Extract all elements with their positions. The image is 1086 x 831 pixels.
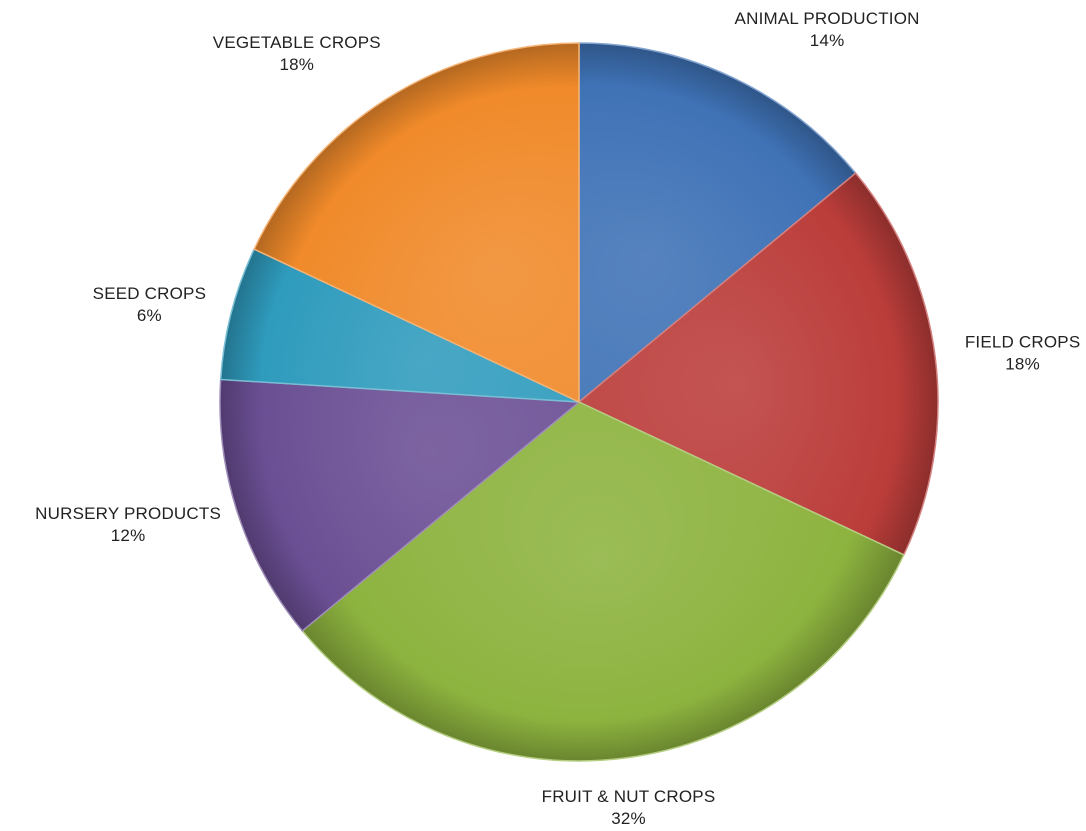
- slice-category-label: VEGETABLE CROPS: [213, 33, 381, 52]
- slice-label-seed-crops: SEED CROPS 6%: [93, 284, 206, 325]
- labels-layer: ANIMAL PRODUCTION 14% FIELD CROPS 18% FRUIT …: [35, 9, 1080, 828]
- slice-category-label: NURSERY PRODUCTS: [35, 504, 221, 523]
- pie-slice-vegetable-crops: [253, 42, 580, 404]
- slice-label-fruit-and-nut-crops: FRUIT & NUT CROPS 32%: [542, 787, 716, 828]
- pie-slice-fruit-and-nut-crops: [301, 401, 905, 762]
- slice-percent-label: 32%: [611, 809, 646, 828]
- slice-label-nursery-products: NURSERY PRODUCTS 12%: [35, 504, 221, 545]
- slice-percent-label: 18%: [1005, 355, 1040, 374]
- slice-percent-label: 12%: [111, 526, 146, 545]
- slice-percent-label: 14%: [810, 31, 845, 50]
- pie-slice-field-crops: [577, 172, 939, 556]
- pie-slice-nursery-products: [219, 378, 581, 632]
- slice-category-label: FRUIT & NUT CROPS: [542, 787, 716, 806]
- slice-label-field-crops: FIELD CROPS 18%: [965, 333, 1081, 374]
- slices-layer: [219, 42, 939, 762]
- pie-slice-seed-crops: [219, 248, 580, 403]
- slice-category-label: SEED CROPS: [93, 284, 206, 303]
- slice-label-animal-production: ANIMAL PRODUCTION 14%: [735, 9, 920, 50]
- pie-slice-animal-production: [578, 42, 857, 404]
- slice-label-vegetable-crops: VEGETABLE CROPS 18%: [213, 33, 381, 74]
- slice-percent-label: 18%: [279, 55, 314, 74]
- slice-category-label: FIELD CROPS: [965, 333, 1081, 352]
- slice-percent-label: 6%: [137, 306, 162, 325]
- slice-category-label: ANIMAL PRODUCTION: [735, 9, 920, 28]
